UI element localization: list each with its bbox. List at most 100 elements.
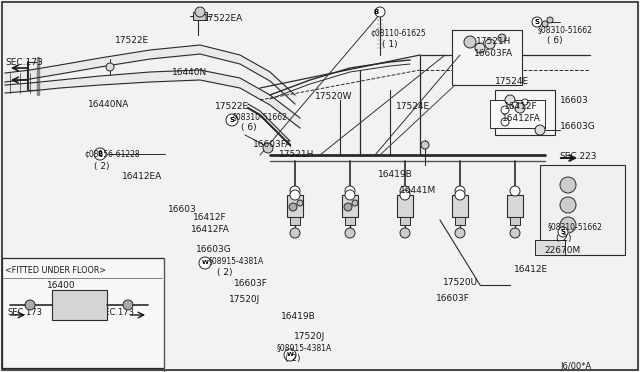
Circle shape: [290, 186, 300, 196]
Bar: [490, 100, 545, 128]
Circle shape: [510, 186, 520, 196]
Text: 16603F: 16603F: [436, 294, 470, 303]
Text: ( 6): ( 6): [241, 123, 257, 132]
Bar: [400, 217, 410, 225]
Bar: [2, 258, 164, 368]
Text: J6/00*A: J6/00*A: [560, 362, 591, 371]
Circle shape: [352, 200, 358, 206]
Circle shape: [375, 7, 385, 17]
Text: ( 2): ( 2): [285, 354, 301, 363]
Text: W: W: [287, 353, 293, 357]
Text: 16603: 16603: [560, 96, 589, 105]
Circle shape: [501, 118, 509, 126]
Text: 16440NA: 16440NA: [88, 100, 129, 109]
Text: ( 2): ( 2): [556, 234, 572, 243]
Circle shape: [344, 203, 352, 211]
Circle shape: [400, 228, 410, 238]
Circle shape: [475, 43, 485, 53]
Text: ( 2): ( 2): [94, 162, 109, 171]
Text: 16603G: 16603G: [560, 122, 596, 131]
Bar: [345, 217, 355, 225]
Bar: [452, 30, 522, 85]
Text: B: B: [97, 151, 102, 157]
Text: ( 1): ( 1): [382, 40, 397, 49]
Text: 17520J: 17520J: [229, 295, 260, 304]
Circle shape: [522, 99, 528, 105]
Circle shape: [195, 7, 205, 17]
Text: 16412FA: 16412FA: [502, 114, 541, 123]
Circle shape: [560, 217, 576, 233]
Circle shape: [94, 148, 106, 160]
Text: 17522E: 17522E: [215, 102, 249, 111]
Text: 16603FA: 16603FA: [253, 140, 292, 149]
Text: 16412FA: 16412FA: [191, 225, 230, 234]
Circle shape: [515, 103, 525, 113]
Text: SEC.173: SEC.173: [8, 308, 43, 317]
Text: 16603G: 16603G: [196, 245, 232, 254]
Bar: [535, 240, 565, 255]
Circle shape: [547, 17, 553, 23]
Circle shape: [263, 143, 273, 153]
Bar: [52, 290, 107, 320]
Circle shape: [290, 190, 300, 200]
Circle shape: [284, 349, 296, 361]
Text: 17524E: 17524E: [495, 77, 529, 86]
Text: §08915-4381A: §08915-4381A: [277, 343, 332, 352]
Text: SEC.223: SEC.223: [559, 152, 596, 161]
Text: W: W: [202, 260, 209, 266]
Text: ¢08156-61228: ¢08156-61228: [84, 150, 140, 159]
Circle shape: [226, 114, 238, 126]
Circle shape: [297, 200, 303, 206]
Circle shape: [289, 203, 297, 211]
Text: ¢08110-61625: ¢08110-61625: [370, 29, 426, 38]
Text: 16603: 16603: [168, 205, 196, 214]
Text: 17521H: 17521H: [476, 37, 511, 46]
Text: 16440N: 16440N: [172, 68, 207, 77]
Circle shape: [498, 34, 506, 42]
Bar: [507, 195, 523, 217]
Circle shape: [512, 102, 518, 108]
Text: S: S: [561, 229, 566, 235]
Circle shape: [123, 300, 133, 310]
Circle shape: [345, 186, 355, 196]
Text: 16412F: 16412F: [193, 213, 227, 222]
Text: 17522EA: 17522EA: [203, 14, 243, 23]
Text: 16603FA: 16603FA: [474, 49, 513, 58]
Circle shape: [535, 125, 545, 135]
Bar: [455, 217, 465, 225]
Circle shape: [464, 36, 476, 48]
Text: 16419B: 16419B: [281, 312, 316, 321]
Bar: [540, 165, 625, 255]
Text: 17522E: 17522E: [115, 36, 149, 45]
Circle shape: [560, 177, 576, 193]
Text: 16412EA: 16412EA: [122, 172, 163, 181]
Circle shape: [455, 228, 465, 238]
Circle shape: [510, 228, 520, 238]
Text: B: B: [373, 9, 379, 15]
Text: 22670M: 22670M: [544, 246, 580, 255]
Text: §08310-51662: §08310-51662: [548, 222, 603, 231]
Bar: [287, 195, 303, 217]
Text: 16412F: 16412F: [504, 102, 538, 111]
Bar: [397, 195, 413, 217]
Text: 17521H: 17521H: [279, 150, 314, 159]
Circle shape: [505, 95, 515, 105]
Bar: [510, 217, 520, 225]
Circle shape: [290, 228, 300, 238]
Circle shape: [345, 228, 355, 238]
Text: S: S: [230, 117, 234, 123]
Text: 17524E: 17524E: [396, 102, 430, 111]
Text: 16412E: 16412E: [514, 265, 548, 274]
Bar: [495, 90, 555, 135]
Circle shape: [25, 300, 35, 310]
Text: SEC.173: SEC.173: [100, 308, 135, 317]
Text: 17520J: 17520J: [294, 332, 325, 341]
Text: <FITTED UNDER FLOOR>: <FITTED UNDER FLOOR>: [5, 266, 106, 275]
Circle shape: [485, 39, 495, 49]
Circle shape: [421, 141, 429, 149]
Text: ( 2): ( 2): [217, 268, 232, 277]
Bar: [290, 217, 300, 225]
Text: §08310-51662: §08310-51662: [233, 112, 288, 121]
Circle shape: [558, 227, 568, 237]
Text: S: S: [534, 19, 540, 25]
